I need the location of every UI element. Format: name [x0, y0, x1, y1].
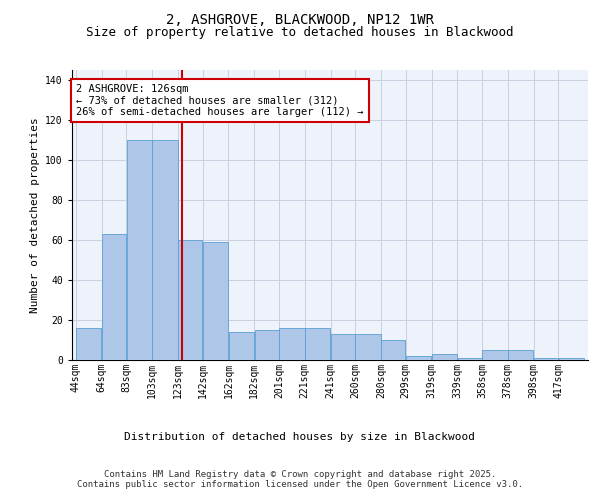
Text: Contains HM Land Registry data © Crown copyright and database right 2025.
Contai: Contains HM Land Registry data © Crown c… — [77, 470, 523, 490]
Bar — [305, 328, 331, 360]
Text: Size of property relative to detached houses in Blackwood: Size of property relative to detached ho… — [86, 26, 514, 39]
Bar — [254, 330, 278, 360]
Bar — [382, 340, 406, 360]
Bar — [76, 328, 101, 360]
Text: Distribution of detached houses by size in Blackwood: Distribution of detached houses by size … — [125, 432, 476, 442]
Bar — [508, 350, 533, 360]
Bar — [482, 350, 508, 360]
Bar — [127, 140, 152, 360]
Bar — [229, 332, 254, 360]
Bar — [178, 240, 202, 360]
Bar — [152, 140, 178, 360]
Text: 2, ASHGROVE, BLACKWOOD, NP12 1WR: 2, ASHGROVE, BLACKWOOD, NP12 1WR — [166, 12, 434, 26]
Bar — [432, 354, 457, 360]
Text: 2 ASHGROVE: 126sqm
← 73% of detached houses are smaller (312)
26% of semi-detach: 2 ASHGROVE: 126sqm ← 73% of detached hou… — [76, 84, 364, 117]
Bar — [102, 234, 126, 360]
Bar — [458, 358, 482, 360]
Y-axis label: Number of detached properties: Number of detached properties — [30, 117, 40, 313]
Bar — [534, 358, 558, 360]
Bar — [331, 334, 355, 360]
Bar — [406, 356, 431, 360]
Bar — [203, 242, 228, 360]
Bar — [355, 334, 381, 360]
Bar — [559, 358, 584, 360]
Bar — [279, 328, 305, 360]
